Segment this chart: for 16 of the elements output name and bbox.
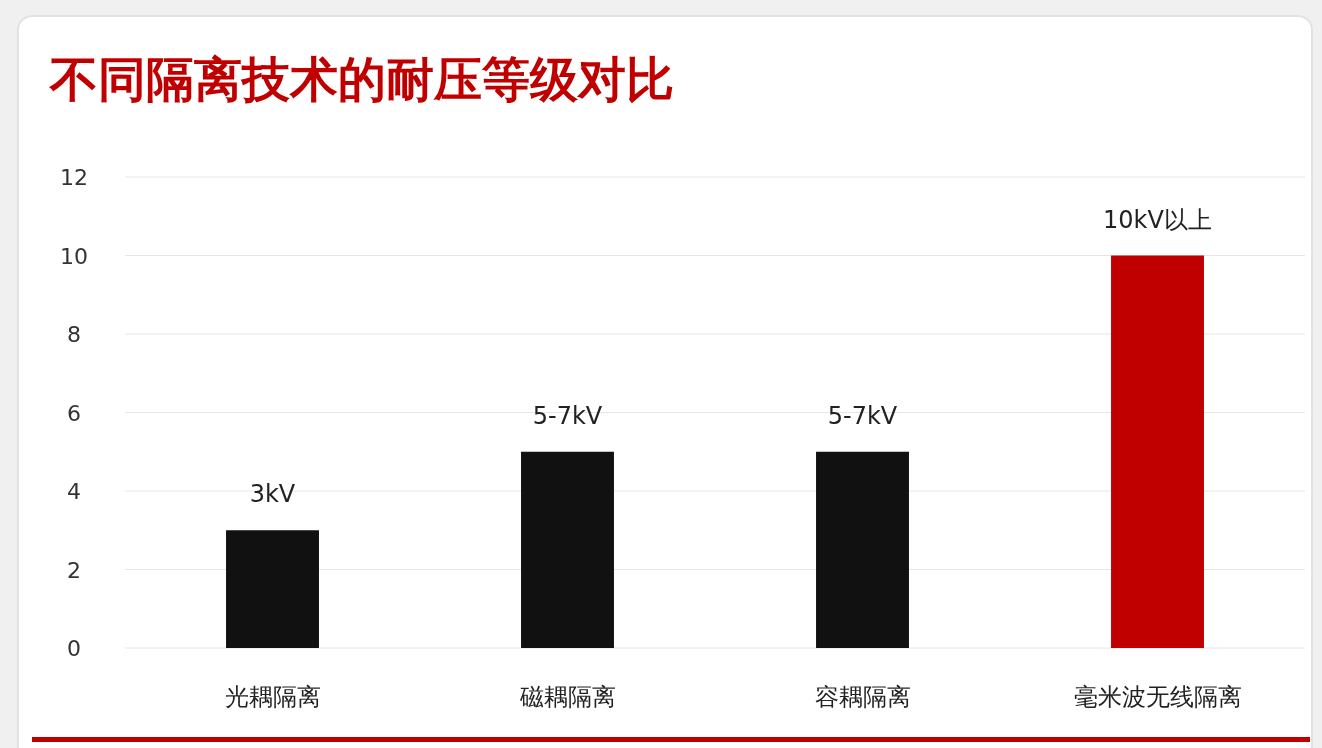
chart-title: 不同隔离技术的耐压等级对比 — [49, 51, 674, 107]
data-label: 10kV以上 — [1103, 205, 1212, 234]
x-tick-label: 磁耦隔离 — [518, 683, 616, 711]
y-tick-label: 0 — [67, 636, 81, 661]
y-tick-label: 8 — [67, 322, 81, 347]
y-tick-label: 10 — [60, 243, 88, 269]
x-tick-label: 毫米波无线隔离 — [1073, 683, 1242, 711]
y-tick-label: 12 — [60, 165, 88, 190]
y-tick-label: 6 — [67, 400, 81, 426]
x-tick-label: 光耦隔离 — [224, 683, 321, 711]
y-tick-label: 2 — [67, 557, 81, 583]
x-tick-label: 容耦隔离 — [814, 683, 911, 711]
data-label: 5-7kV — [532, 401, 603, 430]
data-label: 5-7kV — [827, 401, 898, 430]
data-label: 3kV — [249, 480, 296, 509]
y-tick-label: 4 — [67, 479, 81, 504]
